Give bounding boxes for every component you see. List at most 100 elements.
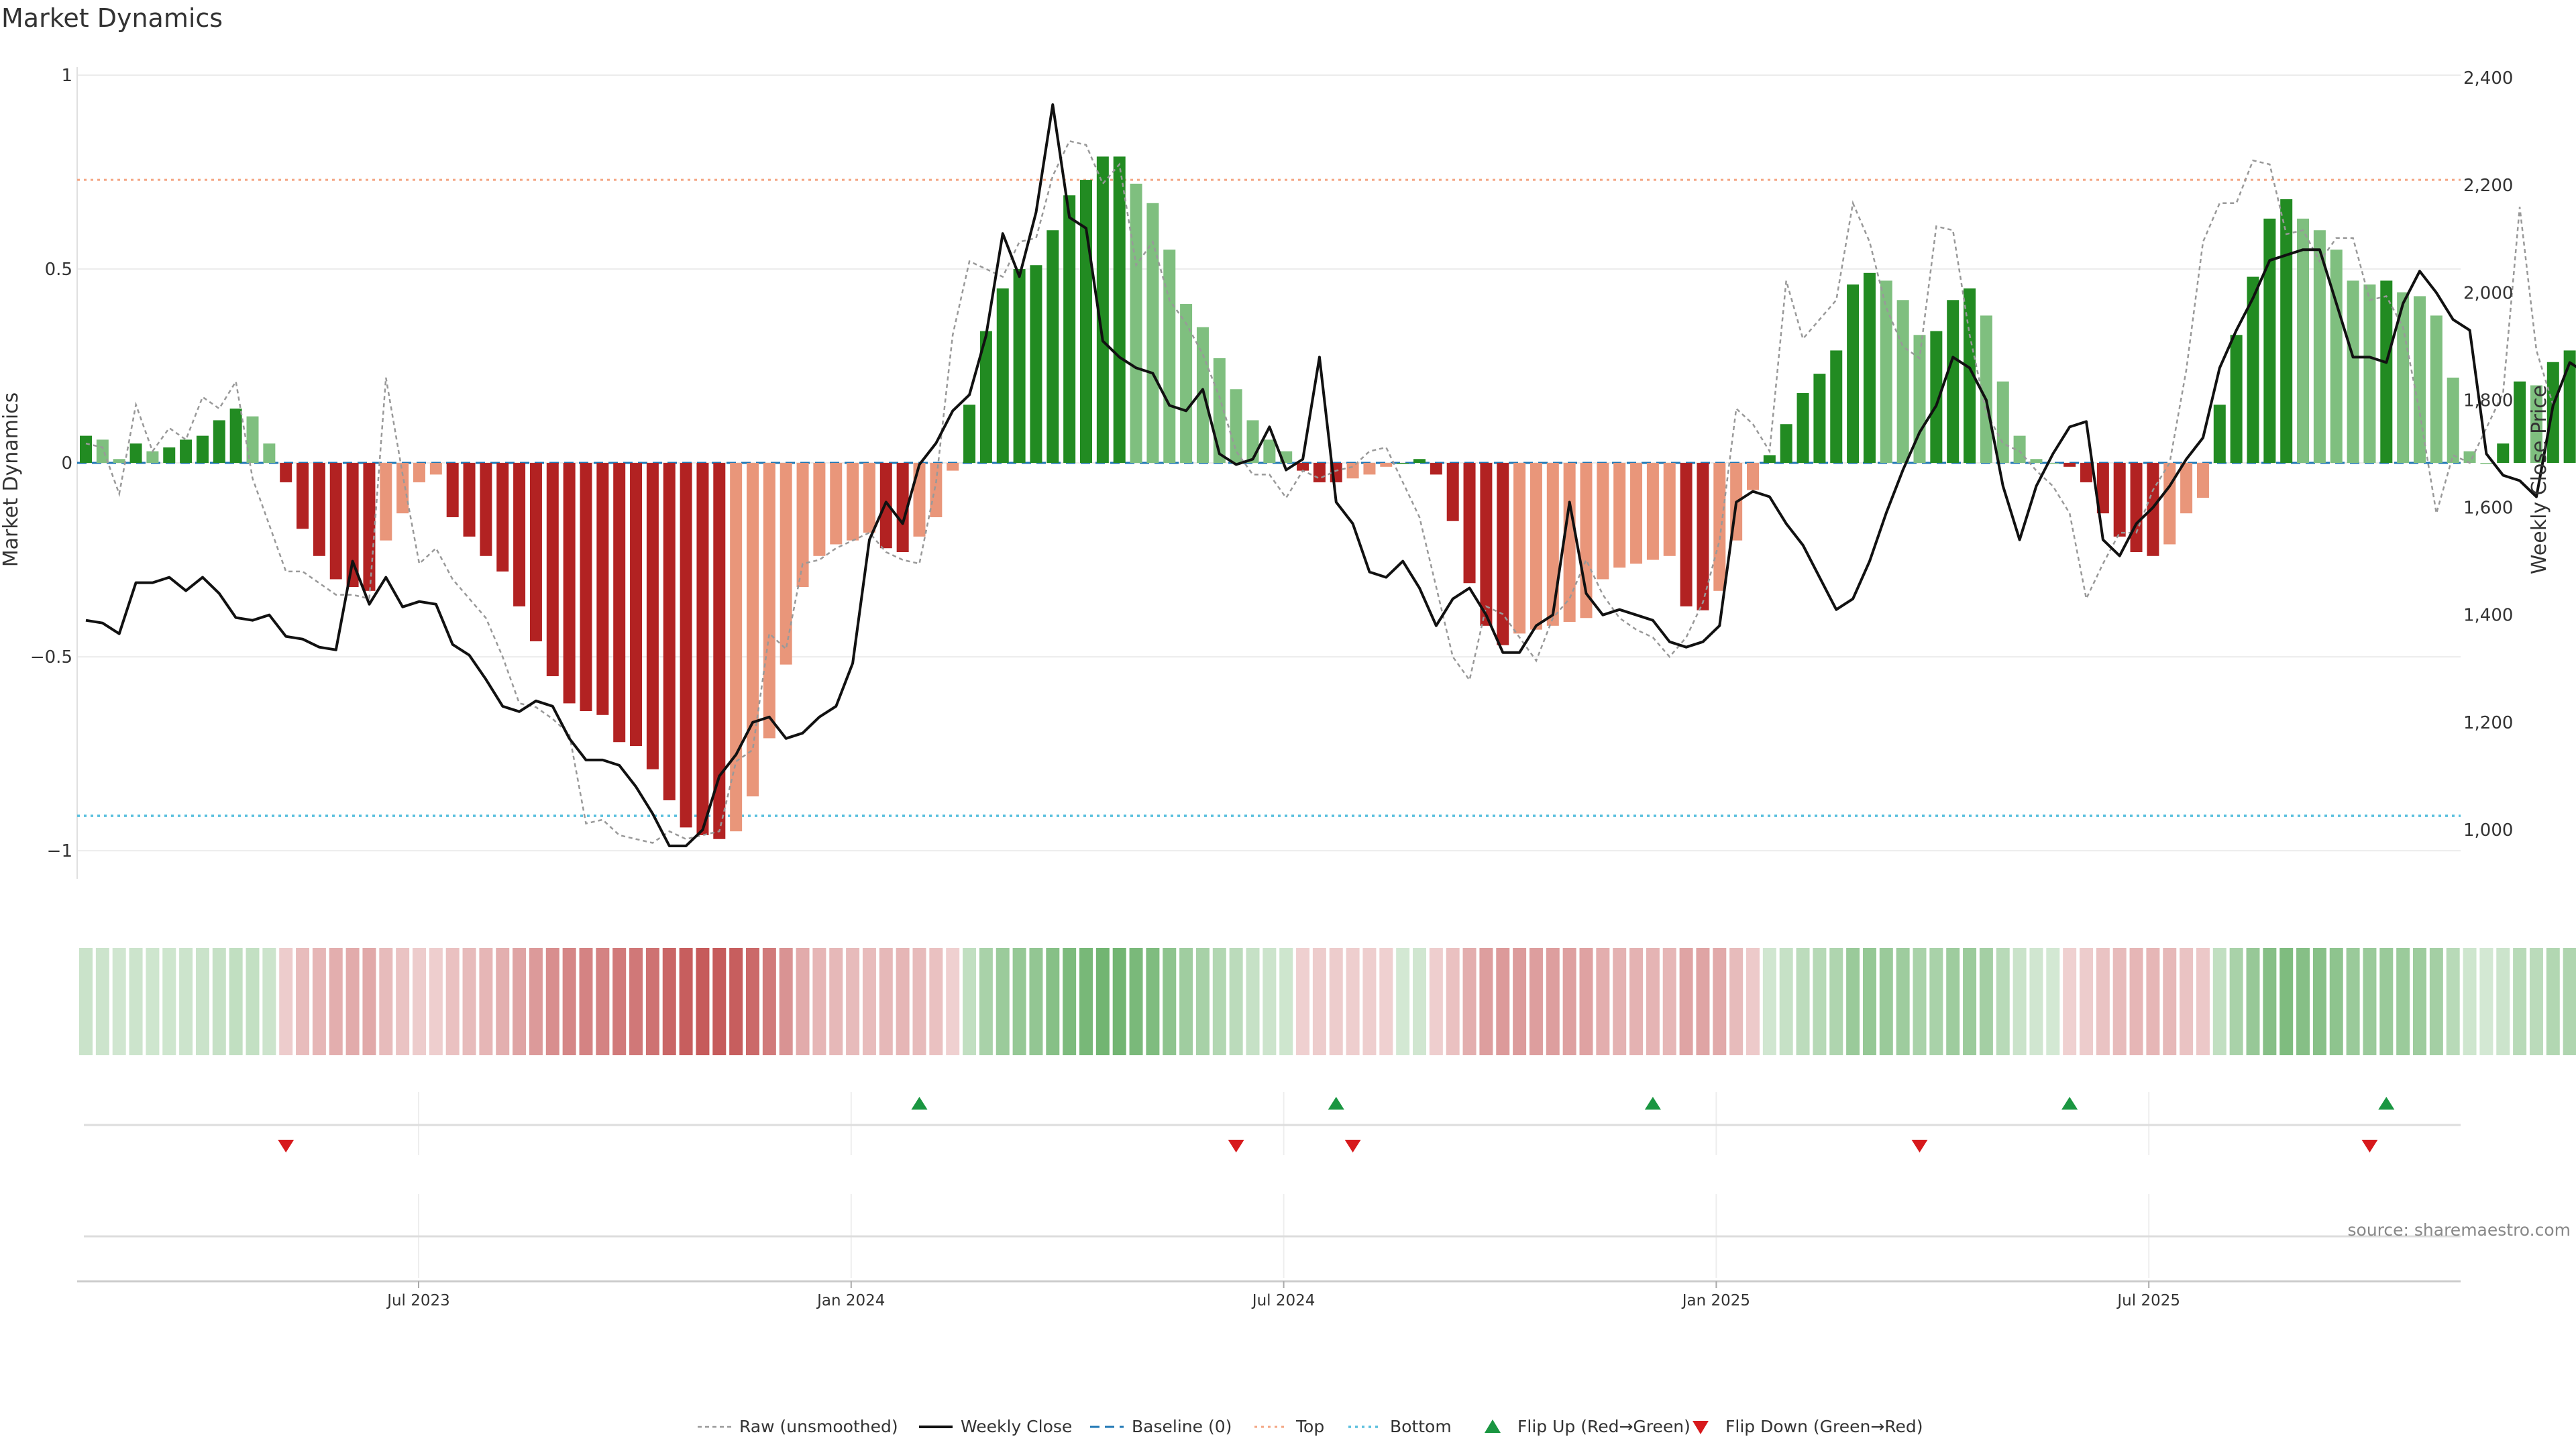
regime-cell xyxy=(1246,948,1260,1055)
regime-cell xyxy=(396,948,410,1055)
legend-label: Top xyxy=(1295,1417,1324,1436)
flip-up-marker xyxy=(2378,1097,2395,1110)
flip-up-marker xyxy=(1328,1097,1344,1110)
regime-cell xyxy=(129,948,143,1055)
regime-cell xyxy=(2180,948,2194,1055)
regime-cell xyxy=(545,948,559,1055)
dynamics-bar xyxy=(1947,300,1960,464)
regime-cell xyxy=(1163,948,1177,1055)
dynamics-bar xyxy=(947,463,959,471)
regime-cell xyxy=(2329,948,2343,1055)
dynamics-bar xyxy=(2147,463,2159,556)
flip-down-marker xyxy=(2361,1140,2378,1152)
dynamics-bar xyxy=(480,463,492,556)
dynamics-bar xyxy=(1213,358,1226,464)
regime-cell xyxy=(1379,948,1393,1055)
regime-cell xyxy=(679,948,693,1055)
dynamics-bar xyxy=(1463,463,1476,584)
regime-cell xyxy=(1095,948,1110,1055)
right-axis-label: Weekly Close Price xyxy=(2528,385,2551,574)
regime-strip xyxy=(79,948,2576,1055)
dynamics-bar xyxy=(213,420,225,464)
regime-cell xyxy=(846,948,860,1055)
dynamics-bar xyxy=(1847,284,1860,464)
regime-cell xyxy=(2396,948,2410,1055)
dynamics-bar xyxy=(680,463,692,828)
regime-cell xyxy=(146,948,160,1055)
regime-cell xyxy=(896,948,910,1055)
dynamics-bar xyxy=(1313,463,1326,482)
dynamics-bar xyxy=(2047,463,2059,464)
regime-cell xyxy=(479,948,493,1055)
regime-cell xyxy=(1396,948,1410,1055)
dynamics-bar xyxy=(1896,300,1909,464)
regime-cell xyxy=(296,948,310,1055)
left-axis-label: Market Dynamics xyxy=(0,392,23,568)
dynamics-bar xyxy=(1680,463,1693,606)
dynamics-bar xyxy=(596,463,609,715)
dynamics-bar xyxy=(713,463,726,839)
dynamics-bar xyxy=(1763,455,1776,464)
dynamics-bar xyxy=(129,443,142,464)
legend-item-close: Weekly Close xyxy=(919,1417,1072,1436)
regime-cell xyxy=(1263,948,1277,1055)
regime-cell xyxy=(996,948,1010,1055)
regime-cell xyxy=(1513,948,1527,1055)
flip-down-marker xyxy=(278,1140,294,1152)
regime-cell xyxy=(796,948,810,1055)
regime-cell xyxy=(2029,948,2043,1055)
regime-cell xyxy=(1146,948,1160,1055)
dynamics-bar xyxy=(513,463,526,606)
regime-cell xyxy=(79,948,93,1055)
regime-cell xyxy=(1646,948,1660,1055)
dynamics-bar xyxy=(1046,230,1059,464)
regime-cell xyxy=(1429,948,1443,1055)
dynamics-bar xyxy=(730,463,743,832)
regime-cell xyxy=(762,948,776,1055)
regime-cell xyxy=(1562,948,1576,1055)
dynamics-bar xyxy=(1113,156,1126,464)
dynamics-bar xyxy=(2280,199,2293,464)
dynamics-bar xyxy=(2463,451,2476,464)
dynamics-bar xyxy=(646,463,659,769)
dynamics-bar xyxy=(263,443,276,464)
flip-up-marker xyxy=(2061,1097,2078,1110)
regime-cell xyxy=(2463,948,2477,1055)
regime-cell xyxy=(1746,948,1760,1055)
dynamics-bar xyxy=(113,459,125,464)
dynamics-bar xyxy=(1646,463,1659,560)
legend-item-flip_up: Flip Up (Red→Green) xyxy=(1485,1417,1690,1436)
dynamics-bar xyxy=(1180,304,1193,464)
dynamics-bar xyxy=(663,463,676,800)
regime-cell xyxy=(2346,948,2360,1055)
regime-cell xyxy=(179,948,193,1055)
regime-cell xyxy=(445,948,460,1055)
regime-cell xyxy=(2196,948,2210,1055)
regime-cell xyxy=(1496,948,1510,1055)
dynamics-bar xyxy=(2063,463,2076,467)
dynamics-bar xyxy=(1697,463,1709,610)
dynamics-bar xyxy=(446,463,459,517)
regime-cell xyxy=(612,948,627,1055)
chart-title: Market Dynamics xyxy=(1,3,223,33)
dynamics-bar xyxy=(80,435,92,464)
regime-cell xyxy=(1713,948,1727,1055)
regime-cell xyxy=(1296,948,1310,1055)
regime-cell xyxy=(1529,948,1543,1055)
legend-item-baseline: Baseline (0) xyxy=(1090,1417,1232,1436)
dynamics-bar xyxy=(1497,463,1509,645)
flip-up-marker xyxy=(1644,1097,1661,1110)
dynamics-bars xyxy=(80,156,2576,839)
left-tick-label: 1 xyxy=(61,66,72,86)
left-tick-label: 0 xyxy=(61,453,72,474)
dynamics-bar xyxy=(1263,439,1276,464)
regime-cell xyxy=(312,948,326,1055)
dynamics-bar xyxy=(2080,463,2092,482)
dynamics-bar xyxy=(580,463,592,711)
regime-cell xyxy=(1879,948,1893,1055)
dynamics-bar xyxy=(2180,463,2193,514)
legend-item-bottom: Bottom xyxy=(1348,1417,1452,1436)
dynamics-bar xyxy=(1130,183,1142,464)
regime-cell xyxy=(1679,948,1693,1055)
